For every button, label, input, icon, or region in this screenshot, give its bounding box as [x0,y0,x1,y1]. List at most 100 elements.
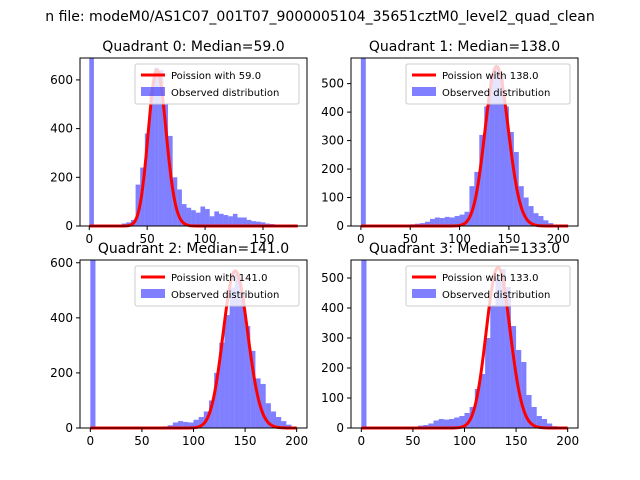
histogram-bar [149,92,155,226]
histogram-spike-zero [90,260,96,428]
histogram-bar [223,215,229,226]
x-tick-label: 100 [182,434,205,448]
subplot-grid: 0 50 100 150 0 200 400 600 Quadrant 0: Median=59… [50,39,579,448]
x-tick-label: 100 [194,232,217,246]
histogram-bar [251,221,257,226]
histogram-bar [172,422,179,428]
histogram-bar [214,211,219,226]
histogram-bar [505,287,511,428]
histogram-bar [459,416,465,428]
histogram-bar [433,420,439,428]
histogram-bar [188,422,194,428]
histogram-bar [503,106,509,226]
histogram-bar [449,217,455,226]
histogram-bar [154,67,159,226]
histogram-bar [234,273,240,428]
histogram-bar [425,221,430,226]
y-tick-label: 500 [321,77,344,91]
histogram-bar [208,400,215,428]
legend-label-poisson: Poission with 141.0 [171,273,267,284]
histogram-bar [265,403,271,428]
legend-box [134,265,300,307]
histogram-bar [193,419,199,428]
legend-label-poisson: Poission with 133.0 [442,273,538,284]
histogram-bar [494,66,500,226]
histogram-bar [479,374,486,428]
x-tick-label: 50 [403,232,418,246]
histogram-bar [186,207,192,226]
histogram-bar [474,389,480,428]
legend-box [405,265,571,307]
histogram-bar [195,212,201,226]
histogram-bar [459,214,465,226]
histogram-bar [533,213,539,226]
histogram-bar [135,184,141,226]
histogram-bar [484,106,490,226]
histogram-bar [256,221,261,226]
histogram-bar [521,362,527,428]
y-tick-label: 100 [321,391,344,405]
legend-label-observed: Observed distribution [171,88,279,99]
x-tick-label: 200 [556,434,579,448]
histogram-bar [246,219,252,226]
histogram-bar [444,216,450,226]
histogram-bar [218,213,224,226]
y-tick-label: 100 [321,191,344,205]
axes-frame [350,57,579,227]
histogram-bar [250,350,256,428]
histogram-bar [219,342,225,428]
legend-swatch-observed [141,289,165,298]
histogram-bar [200,206,206,226]
histogram-bar [260,383,266,428]
histogram-bar [434,217,440,226]
histogram-bar [286,424,292,428]
histogram-bar [260,222,266,226]
histogram-bar [429,218,435,226]
y-tick-label: 600 [50,73,73,87]
histogram-bar [543,220,549,226]
legend: Poission with 133.0 Observed distribution [405,265,571,307]
legend-swatch-observed [141,87,165,96]
subplot-quadrant-2: 0 50 100 150 200 0 200 400 600 Quadrant 2: Median… [50,241,308,448]
legend: Poission with 141.0 Observed distribution [134,265,300,307]
histogram-bar [209,216,215,226]
x-tick-label: 200 [547,232,570,246]
y-tick-label: 400 [50,122,73,136]
histogram-bar [485,338,491,428]
histogram-bar [229,287,235,428]
y-tick-label: 500 [321,271,344,285]
histogram-bar [541,419,548,428]
legend: Poission with 59.0 Observed distribution [134,63,300,105]
legend-swatch-observed [412,87,436,96]
y-tick-label: 200 [50,170,73,184]
histogram-bar [449,419,455,428]
histogram-bar [479,134,485,226]
figure-suptitle: n file: modeM0/AS1C07_001T07_9000005104_… [45,9,594,25]
histogram-bar [183,421,189,428]
y-tick-label: 200 [50,366,73,380]
y-tick-label: 300 [321,134,344,148]
histogram-bar [547,423,553,428]
histogram-bar [270,411,277,428]
histogram-bar [439,218,445,226]
histogram-bar [214,372,220,428]
subplot-quadrant-3: 0 50 100 150 200 0 100 200 300 400 500 Quadrant 3: … [321,241,579,448]
histogram-bar [245,326,251,428]
histogram-bar [489,77,495,226]
histogram-bar [242,217,247,226]
legend-label-poisson: Poission with 138.0 [442,71,538,82]
histogram-bar [454,216,460,226]
x-tick-label: 0 [86,434,94,448]
legend-label-observed: Observed distribution [442,290,550,301]
y-tick-label: 400 [321,105,344,119]
histogram-spike-zero [360,58,366,226]
histogram-bar [454,417,460,428]
y-tick-label: 400 [50,311,73,325]
legend-box [405,63,571,105]
y-tick-label: 300 [321,331,344,345]
histogram-bar [428,423,434,428]
legend-swatch-observed [412,289,436,298]
histogram-bar [464,413,470,428]
histogram-bar [181,204,187,226]
